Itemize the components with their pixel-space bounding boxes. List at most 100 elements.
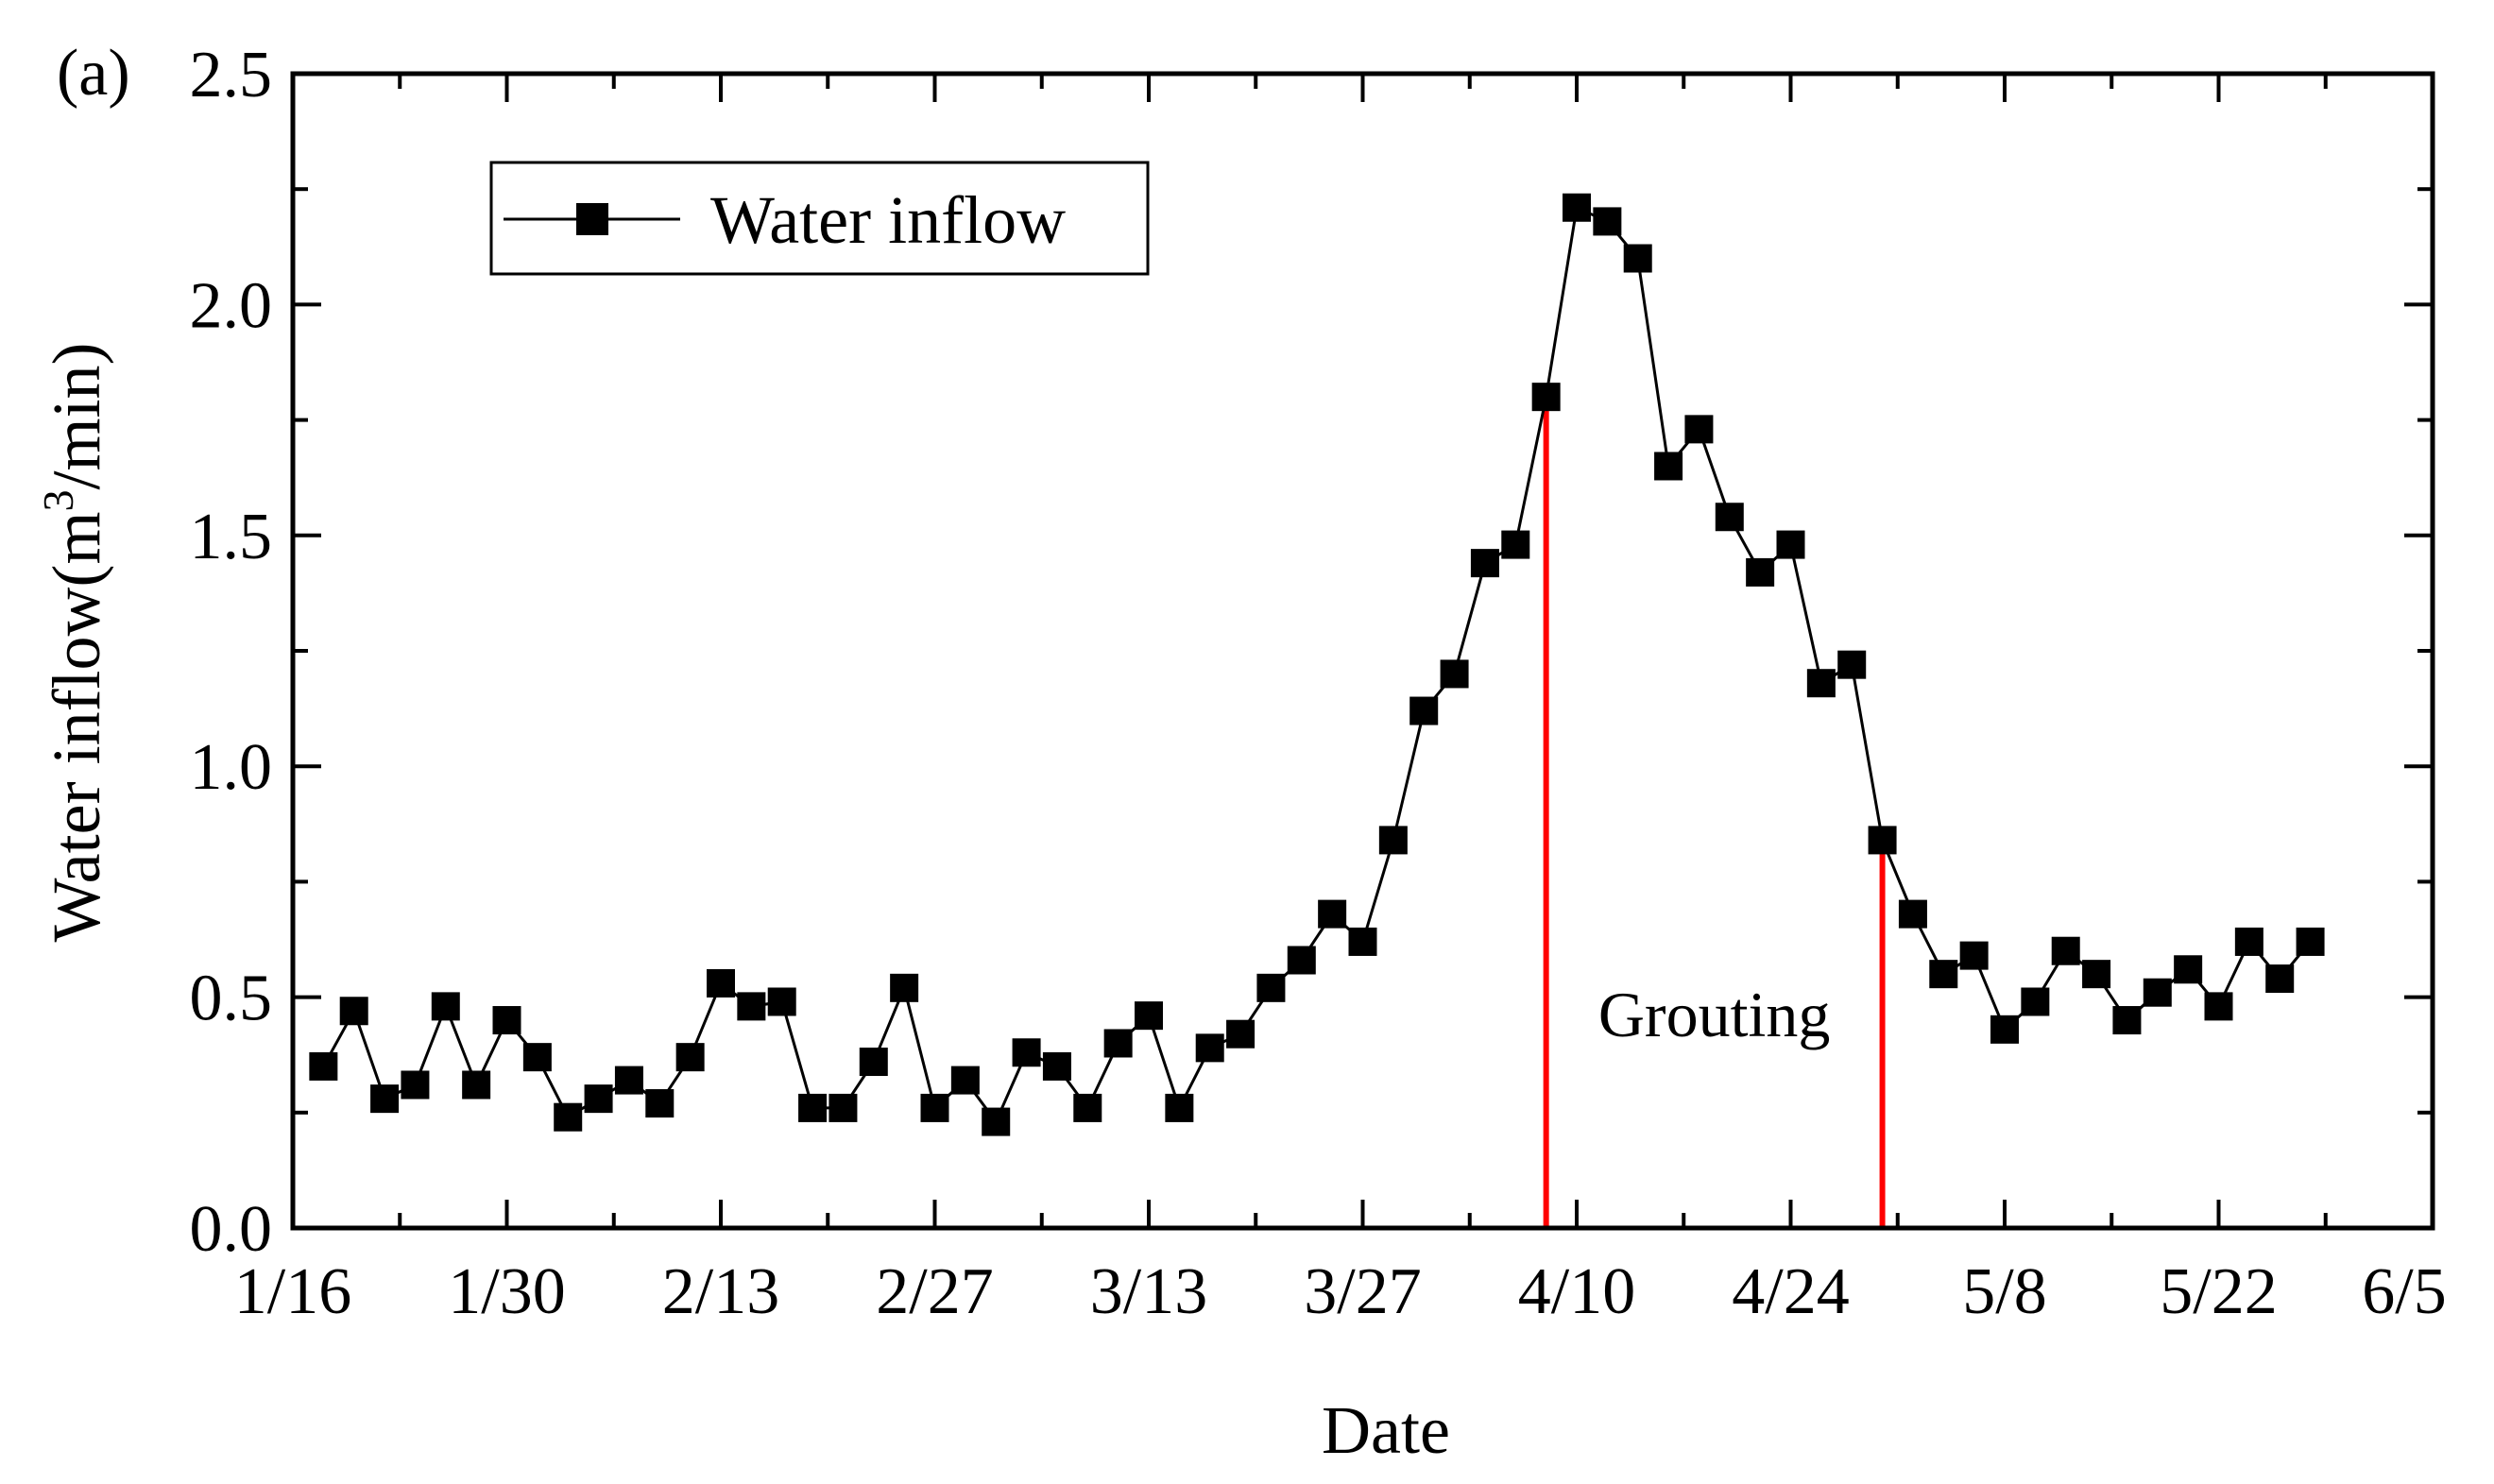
data-point-marker xyxy=(645,1089,675,1118)
data-point-marker xyxy=(1378,826,1408,855)
data-point-marker xyxy=(339,997,368,1026)
legend-marker-square xyxy=(576,203,608,235)
x-tick-labels: 1/16 1/30 2/13 2/27 3/13 3/27 4/10 4/24 5/8 5/22 6… xyxy=(234,1255,2447,1328)
y-tick-labels: 0.0 0.5 1.0 1.5 2.0 2.5 xyxy=(190,39,273,1266)
data-point-marker xyxy=(767,987,796,1016)
data-point-marker xyxy=(707,968,735,998)
data-point-marker xyxy=(401,1070,430,1100)
data-point-marker xyxy=(2296,927,2325,956)
data-point-marker xyxy=(431,992,460,1021)
data-point-marker xyxy=(1165,1093,1194,1122)
x-tick-label: 2/27 xyxy=(876,1255,993,1328)
legend: Water inflow xyxy=(489,161,1150,276)
y-axis-title: Water inflow(m3/min) xyxy=(34,342,114,942)
data-point-marker xyxy=(1409,696,1439,725)
data-point-marker xyxy=(675,1043,705,1072)
grouting-label: Grouting xyxy=(1598,979,1831,1050)
data-point-marker xyxy=(1195,1033,1224,1063)
data-point-marker xyxy=(522,1043,552,1072)
data-point-marker xyxy=(1776,530,1805,559)
x-tick-label: 1/16 xyxy=(234,1255,351,1328)
data-point-marker xyxy=(2174,955,2203,984)
data-point-marker xyxy=(1593,207,1622,236)
data-point-marker xyxy=(1012,1038,1041,1067)
data-point-marker xyxy=(2082,960,2111,989)
data-point-marker xyxy=(1348,927,1377,956)
plot-frame xyxy=(290,71,2435,1231)
data-point-marker xyxy=(1959,941,1989,970)
y-tick-label: 1.5 xyxy=(190,501,273,573)
data-point-marker xyxy=(1929,960,1958,989)
data-point-marker xyxy=(859,1048,888,1077)
data-point-marker xyxy=(1654,452,1683,481)
data-point-marker xyxy=(492,1006,521,1035)
data-point-marker xyxy=(2112,1006,2142,1035)
data-point-marker xyxy=(1623,244,1652,273)
data-point-marker xyxy=(1287,946,1316,975)
x-tick-label: 3/13 xyxy=(1090,1255,1207,1328)
data-point-marker xyxy=(2051,936,2080,965)
data-point-marker xyxy=(1563,193,1591,222)
y-tick-label: 0.0 xyxy=(190,1193,273,1266)
x-tick-label: 5/22 xyxy=(2160,1255,2277,1328)
data-point-marker xyxy=(554,1102,583,1132)
data-point-marker xyxy=(462,1070,491,1100)
x-axis-title: Date xyxy=(1322,1392,1450,1468)
data-point-marker xyxy=(1440,659,1469,689)
data-point-marker xyxy=(1103,1029,1133,1058)
data-point-marker xyxy=(2265,964,2295,994)
data-point-marker xyxy=(370,1084,400,1114)
x-tick-label: 1/30 xyxy=(448,1255,565,1328)
data-point-marker xyxy=(1073,1093,1102,1122)
x-tick-label: 2/13 xyxy=(662,1255,779,1328)
x-tick-label: 4/10 xyxy=(1518,1255,1635,1328)
data-point-marker xyxy=(2204,992,2233,1021)
data-point-marker xyxy=(1470,549,1499,578)
y-tick-label: 1.0 xyxy=(190,731,273,804)
data-point-marker xyxy=(1715,503,1744,532)
data-point-marker xyxy=(1501,530,1530,559)
data-point-marker xyxy=(737,992,766,1021)
y-axis-title-tail: /min) xyxy=(39,342,114,489)
series-water-inflow xyxy=(309,193,2325,1136)
grouting-markers xyxy=(1543,397,1886,1228)
data-point-marker xyxy=(1318,899,1347,929)
data-point-marker xyxy=(614,1066,643,1095)
x-tick-label: 4/24 xyxy=(1732,1255,1849,1328)
y-tick-label: 2.5 xyxy=(190,39,273,111)
data-point-marker xyxy=(2234,927,2263,956)
data-point-marker xyxy=(1806,669,1836,698)
data-point-marker xyxy=(1531,383,1561,412)
data-point-marker xyxy=(1684,415,1714,444)
data-point-marker xyxy=(828,1093,858,1122)
data-point-marker xyxy=(584,1084,613,1114)
data-point-marker xyxy=(1990,1015,2019,1044)
data-point-marker xyxy=(1837,650,1867,679)
data-point-marker xyxy=(890,973,919,1002)
data-point-marker xyxy=(2021,987,2050,1016)
data-point-marker xyxy=(1042,1051,1071,1081)
y-axis-title-superscript: 3 xyxy=(34,489,82,511)
data-point-marker xyxy=(1746,557,1775,587)
x-tick-label: 5/8 xyxy=(1962,1255,2046,1328)
panel-label: (a) xyxy=(57,37,130,110)
y-tick-label: 0.5 xyxy=(190,963,273,1035)
y-tick-label: 2.0 xyxy=(190,269,273,342)
data-point-marker xyxy=(1898,899,1927,929)
data-point-marker xyxy=(920,1093,949,1122)
data-point-marker xyxy=(1868,826,1897,855)
data-point-marker xyxy=(1135,1001,1163,1031)
y-axis-title-main: Water inflow(m xyxy=(39,511,114,942)
data-point-marker xyxy=(798,1093,828,1122)
legend-label: Water inflow xyxy=(710,182,1066,258)
data-point-marker xyxy=(950,1066,980,1095)
series-line xyxy=(322,205,2312,1125)
data-point-marker xyxy=(2143,978,2172,1007)
data-point-marker xyxy=(1256,973,1286,1002)
data-point-marker xyxy=(309,1051,338,1081)
x-tick-label: 6/5 xyxy=(2362,1255,2446,1328)
data-point-marker xyxy=(1226,1019,1256,1049)
x-tick-label: 3/27 xyxy=(1304,1255,1421,1328)
data-point-marker xyxy=(982,1107,1011,1136)
